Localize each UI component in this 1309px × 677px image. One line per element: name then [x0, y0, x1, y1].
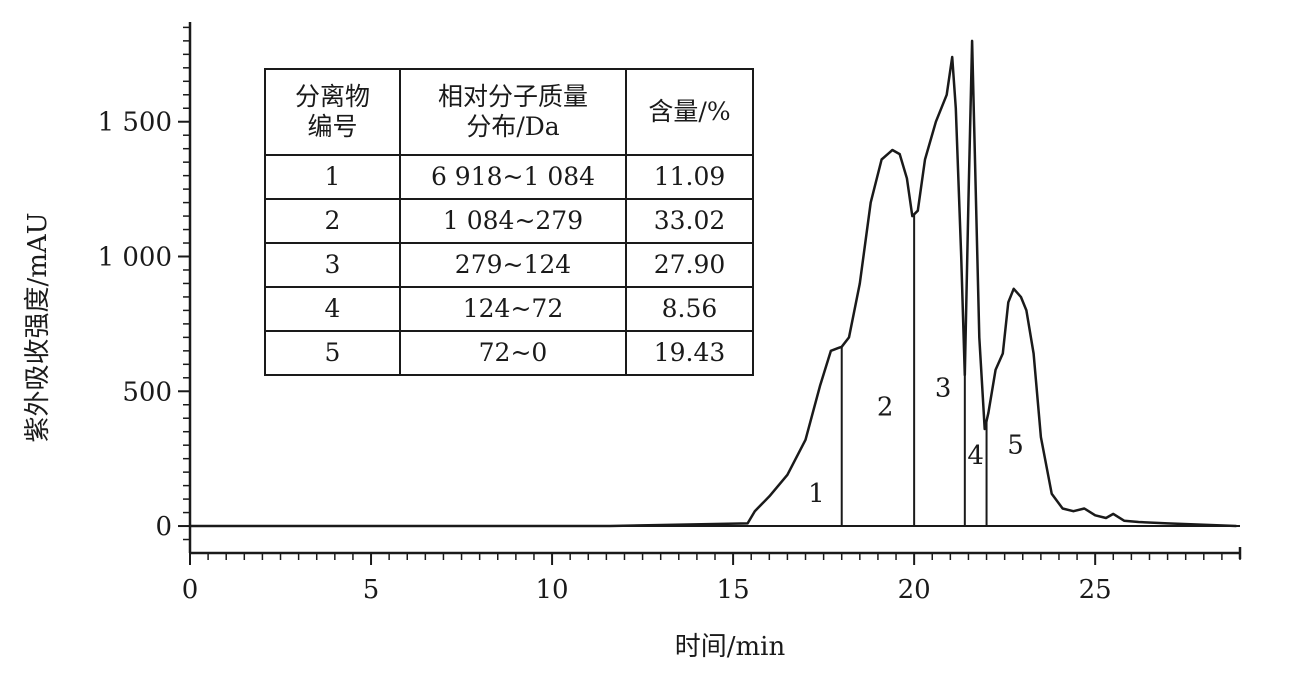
fraction-boundaries: [840, 214, 988, 527]
table-row: 4 124~72 8.56: [264, 286, 754, 332]
y-tick-label: 500: [122, 377, 172, 407]
cell-content: 8.56: [625, 286, 754, 332]
header-content: 含量/%: [625, 68, 754, 156]
y-tick-label: 0: [155, 512, 172, 542]
cell-id: 4: [264, 286, 401, 332]
cell-id: 1: [264, 154, 401, 200]
y-axis-title: 紫外吸收强度/mAU: [23, 212, 53, 442]
x-tick-label: 5: [363, 575, 380, 605]
peak-label: 4: [967, 441, 984, 471]
header-mw-distribution: 相对分子质量 分布/Da: [399, 68, 627, 156]
header-fraction-id: 分离物 编号: [264, 68, 401, 156]
peak-label: 2: [877, 393, 894, 423]
cell-id: 5: [264, 330, 401, 376]
cell-mw: 1 084~279: [399, 198, 627, 244]
peak-labels: 1 2 3 4 5: [808, 374, 1024, 509]
cell-content: 19.43: [625, 330, 754, 376]
table-row: 5 72~0 19.43: [264, 330, 754, 376]
peak-label: 1: [808, 479, 825, 509]
header-text: 分离物 编号: [294, 82, 370, 141]
x-tick-label: 10: [536, 575, 569, 605]
cell-mw: 72~0: [399, 330, 627, 376]
cell-content: 27.90: [625, 242, 754, 288]
cell-id: 3: [264, 242, 401, 288]
cell-content: 33.02: [625, 198, 754, 244]
chromatogram-trace: [190, 39, 1237, 528]
table-header-row: 分离物 编号 相对分子质量 分布/Da 含量/%: [264, 68, 754, 156]
table-row: 2 1 084~279 33.02: [264, 198, 754, 244]
table-row: 3 279~124 27.90: [264, 242, 754, 288]
peak-label: 3: [935, 374, 952, 404]
x-axis-title: 时间/min: [675, 632, 786, 662]
cell-mw: 124~72: [399, 286, 627, 332]
peak-label: 5: [1007, 430, 1024, 460]
x-tick-label: 25: [1079, 575, 1112, 605]
table-row: 1 6 918~1 084 11.09: [264, 154, 754, 200]
cell-content: 11.09: [625, 154, 754, 200]
y-tick-label: 1 500: [98, 108, 172, 138]
x-tick-label: 20: [898, 575, 931, 605]
cell-id: 2: [264, 198, 401, 244]
header-text: 含量/%: [648, 97, 731, 126]
cell-mw: 6 918~1 084: [399, 154, 627, 200]
x-tick-label: 15: [717, 575, 750, 605]
fraction-table: 分离物 编号 相对分子质量 分布/Da 含量/% 1 6 918~1 084 11.…: [264, 68, 754, 376]
cell-mw: 279~124: [399, 242, 627, 288]
axis-titles: 时间/min 紫外吸收强度/mAU: [23, 212, 785, 662]
header-text: 相对分子质量 分布/Da: [437, 82, 588, 141]
y-tick-label: 1 000: [98, 243, 172, 273]
x-tick-label: 0: [182, 575, 199, 605]
